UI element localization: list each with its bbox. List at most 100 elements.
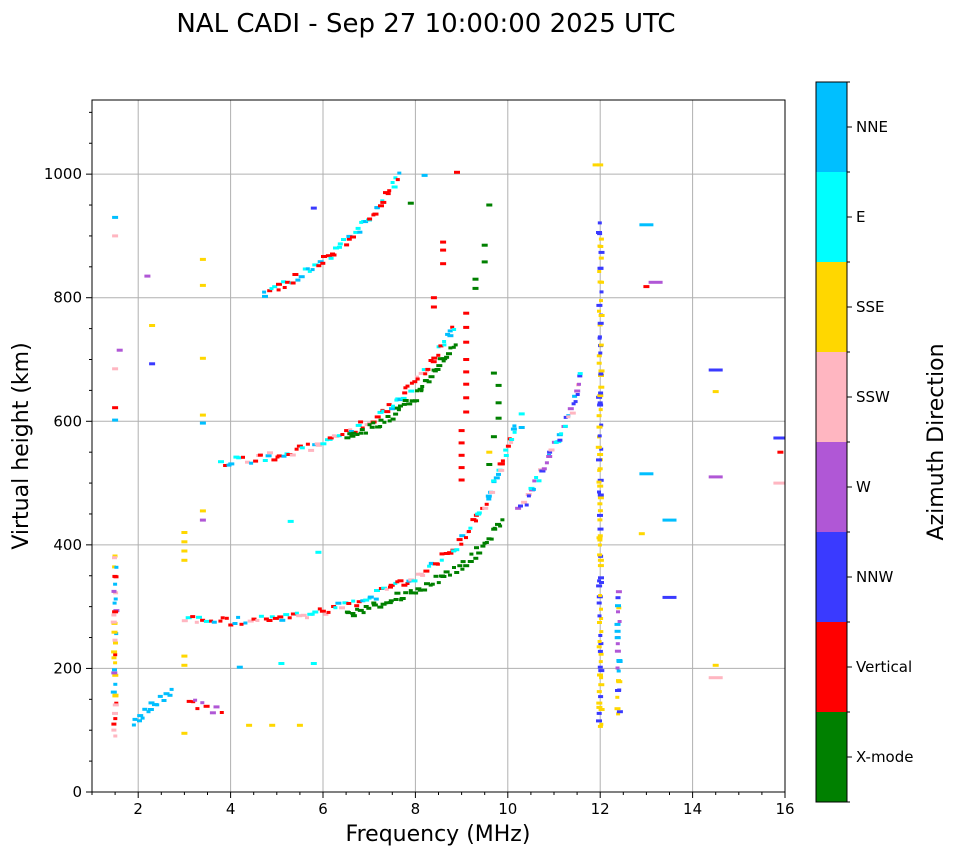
data-point: [236, 615, 241, 619]
data-point: [518, 412, 525, 416]
data-point: [286, 453, 293, 456]
data-point: [597, 553, 603, 557]
data-point: [395, 178, 400, 182]
colorbar-segment: [816, 622, 847, 712]
data-point: [110, 620, 117, 624]
data-point: [563, 415, 568, 419]
data-point: [388, 583, 395, 587]
data-point: [773, 436, 785, 440]
data-point: [433, 574, 439, 578]
data-point: [472, 277, 479, 281]
data-point: [199, 413, 206, 417]
data-point: [203, 619, 210, 623]
data-point: [569, 411, 576, 415]
data-point: [267, 451, 273, 455]
data-point: [598, 683, 605, 687]
y-tick-label: 400: [53, 536, 82, 554]
data-point: [469, 552, 474, 556]
y-tick-label: 1000: [44, 165, 82, 183]
data-point: [539, 469, 546, 473]
data-point: [341, 238, 346, 241]
data-point: [317, 607, 322, 611]
data-point: [503, 448, 509, 452]
data-point: [708, 475, 723, 479]
y-tick-label: 600: [53, 412, 82, 430]
data-point: [441, 359, 446, 363]
data-point: [312, 443, 317, 447]
data-point: [348, 430, 354, 433]
data-point: [112, 418, 119, 422]
data-point: [272, 285, 278, 289]
data-point: [409, 381, 414, 385]
data-point: [113, 641, 118, 645]
data-point: [373, 597, 379, 601]
data-point: [344, 436, 351, 440]
data-point: [349, 434, 356, 438]
data-point: [228, 462, 235, 466]
data-point: [296, 723, 303, 727]
data-point: [199, 518, 206, 522]
data-point: [430, 296, 437, 300]
data-point: [452, 328, 457, 331]
data-point: [491, 479, 497, 483]
data-point: [472, 286, 479, 290]
data-point: [353, 230, 359, 234]
data-point: [113, 734, 118, 738]
data-point: [112, 215, 119, 219]
data-point: [265, 454, 272, 458]
colorbar: X-mode Vertical NNW W SSW SSE E NNE: [815, 81, 913, 803]
data-point: [597, 665, 603, 669]
x-tick-label: 6: [318, 800, 328, 818]
data-point: [575, 393, 580, 396]
colorbar-tick-label: Vertical: [856, 658, 912, 676]
data-point: [360, 599, 366, 603]
data-point: [387, 419, 392, 423]
data-point: [464, 536, 468, 540]
data-point: [528, 486, 535, 490]
data-point: [615, 642, 620, 646]
data-point: [541, 467, 547, 471]
data-point: [597, 543, 602, 547]
data-point: [431, 356, 438, 360]
data-point: [401, 583, 408, 587]
data-point: [567, 407, 574, 411]
data-point: [241, 455, 245, 459]
data-point: [463, 396, 470, 400]
data-point: [345, 611, 351, 615]
data-point: [132, 717, 138, 721]
data-point: [325, 438, 329, 442]
data-point: [615, 590, 622, 594]
data-point: [481, 260, 488, 264]
data-point: [638, 532, 645, 536]
data-point: [239, 622, 244, 626]
data-point: [505, 444, 511, 448]
data-point: [424, 582, 430, 586]
data-point: [403, 591, 409, 595]
data-point: [393, 176, 398, 180]
data-point: [532, 479, 537, 483]
data-point: [459, 534, 466, 538]
data-point: [536, 479, 542, 483]
data-point: [337, 245, 342, 249]
data-point: [111, 656, 117, 660]
colorbar-segment: [816, 262, 847, 352]
data-point: [498, 524, 503, 528]
data-point: [597, 221, 602, 225]
data-point: [495, 416, 502, 420]
data-point: [598, 237, 604, 241]
data-point: [427, 564, 432, 568]
data-point: [597, 490, 601, 494]
data-point: [490, 371, 497, 375]
data-point: [599, 447, 604, 451]
data-point: [596, 425, 603, 429]
data-point: [596, 458, 602, 462]
data-point: [310, 662, 317, 665]
data-point: [113, 597, 118, 601]
data-point: [417, 588, 423, 592]
data-point: [397, 579, 404, 583]
data-point: [463, 358, 470, 361]
data-point: [199, 356, 206, 360]
data-point: [434, 368, 441, 371]
data-point: [181, 531, 188, 534]
data-point: [113, 717, 118, 721]
